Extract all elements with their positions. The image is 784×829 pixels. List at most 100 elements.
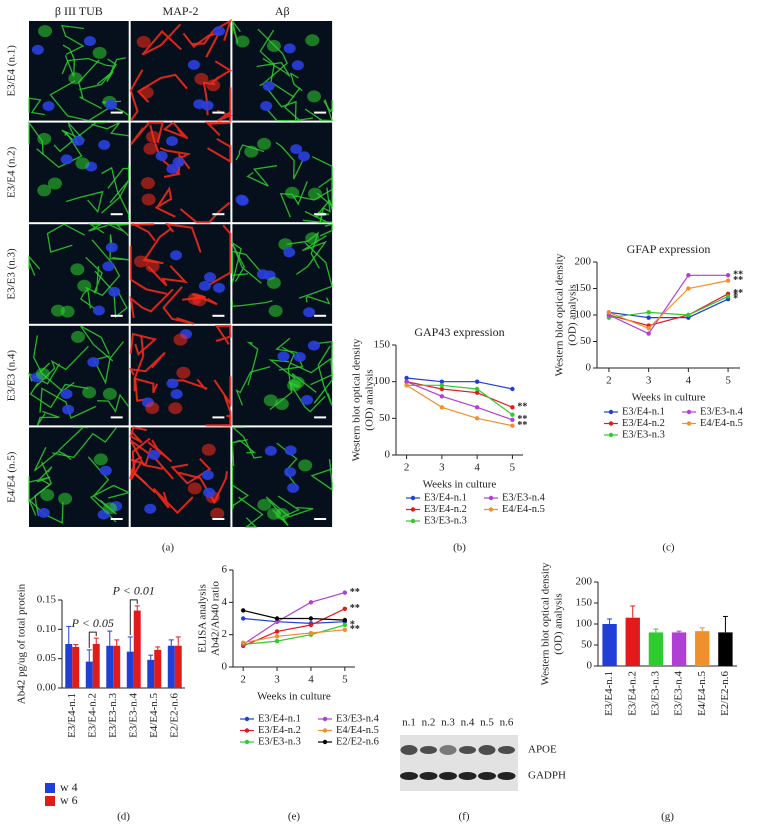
series-line (243, 609, 345, 621)
soma (187, 482, 202, 495)
neurite (170, 458, 212, 485)
neurite (36, 410, 60, 426)
nucleus (204, 272, 217, 283)
y-tick-label: 0.00 (37, 682, 57, 694)
soma (201, 443, 216, 456)
neurite (305, 295, 331, 305)
nucleus (98, 139, 111, 150)
nucleus (170, 389, 183, 400)
y-axis-label: (OD) analysis (364, 369, 376, 430)
data-point (342, 627, 348, 633)
soma (146, 130, 161, 143)
neurite (61, 57, 114, 75)
y-tick-label: 6 (222, 564, 228, 576)
neurite (79, 325, 114, 362)
legend-marker (410, 495, 416, 501)
neurite (101, 166, 130, 220)
neurite (130, 223, 156, 242)
band (439, 745, 457, 755)
neurite (129, 246, 168, 295)
legend-label: E4/E4-n.5 (336, 725, 379, 736)
y-tick-label: 0 (222, 661, 228, 673)
neurite (28, 97, 45, 116)
neurite (231, 426, 262, 459)
x-tick-label: 2 (240, 674, 246, 686)
legend-label: E3/E3-n.3 (258, 736, 301, 747)
y-tick-label: 150 (576, 597, 593, 609)
legend-label: E3/E4-n.2 (258, 725, 301, 736)
panel-label: (a) (162, 542, 175, 554)
x-tick-label: E3/E3-n.3 (649, 671, 661, 716)
neurite (323, 100, 333, 113)
series-line (243, 629, 345, 644)
nucleus (62, 404, 75, 415)
neurite (85, 239, 121, 297)
nucleus (37, 507, 50, 518)
soma (58, 492, 73, 505)
neurite (204, 121, 231, 137)
soma (68, 72, 83, 85)
neurite (304, 210, 333, 223)
bar (133, 610, 141, 688)
x-tick-label: 5 (725, 375, 731, 387)
soma (133, 255, 148, 268)
nucleus (290, 144, 303, 155)
neurite (28, 120, 44, 155)
data-point (308, 600, 314, 605)
data-point (404, 383, 409, 388)
soma (75, 157, 90, 170)
neurite (129, 288, 174, 319)
legend-label: E3/E4-n.2 (424, 504, 467, 515)
data-point (439, 383, 445, 388)
neurite (298, 242, 333, 299)
x-tick-label: 3 (274, 674, 280, 686)
legend-swatch (45, 796, 55, 806)
nucleus (172, 157, 185, 168)
row-label: E3/E3 (n.3) (6, 248, 18, 300)
data-point (439, 386, 445, 392)
soma (168, 402, 183, 415)
bar (648, 632, 664, 666)
soma (102, 387, 117, 400)
neurite (57, 426, 88, 452)
soma (192, 294, 207, 307)
neurite (213, 376, 232, 407)
neurite (316, 176, 333, 208)
chart-title: GAP43 expression (414, 325, 504, 339)
neurite (164, 222, 202, 253)
micrograph (231, 426, 333, 528)
legend-marker (410, 518, 416, 524)
data-point (474, 379, 480, 384)
data-point (342, 622, 348, 628)
nucleus (31, 44, 44, 55)
column-header: MAP-2 (163, 4, 199, 18)
soma (206, 79, 221, 92)
data-point (342, 617, 348, 623)
x-tick-label: 4 (474, 462, 480, 474)
bar (154, 649, 162, 688)
band (400, 772, 418, 780)
soma (92, 46, 107, 59)
soma (194, 72, 209, 85)
soma (143, 142, 158, 155)
soma (257, 137, 272, 150)
bar (671, 632, 687, 666)
y-tick-label: 150 (374, 339, 391, 351)
legend-label: E3/E3-n.4 (502, 492, 546, 503)
data-point (342, 606, 348, 611)
data-point (240, 608, 246, 613)
nucleus (283, 247, 296, 258)
data-point (308, 616, 314, 621)
neurite (97, 393, 130, 413)
x-axis-label: Weeks in culture (632, 392, 706, 404)
x-axis-label: Weeks in culture (257, 691, 331, 703)
x-tick-label: 3 (439, 462, 445, 474)
micrograph (231, 20, 334, 122)
nucleus (303, 307, 316, 318)
neurite (28, 466, 53, 483)
legend-marker (608, 421, 614, 426)
soma (266, 276, 281, 289)
neurite (141, 23, 182, 56)
y-tick-label: 0 (587, 660, 593, 672)
nucleus (260, 100, 273, 111)
